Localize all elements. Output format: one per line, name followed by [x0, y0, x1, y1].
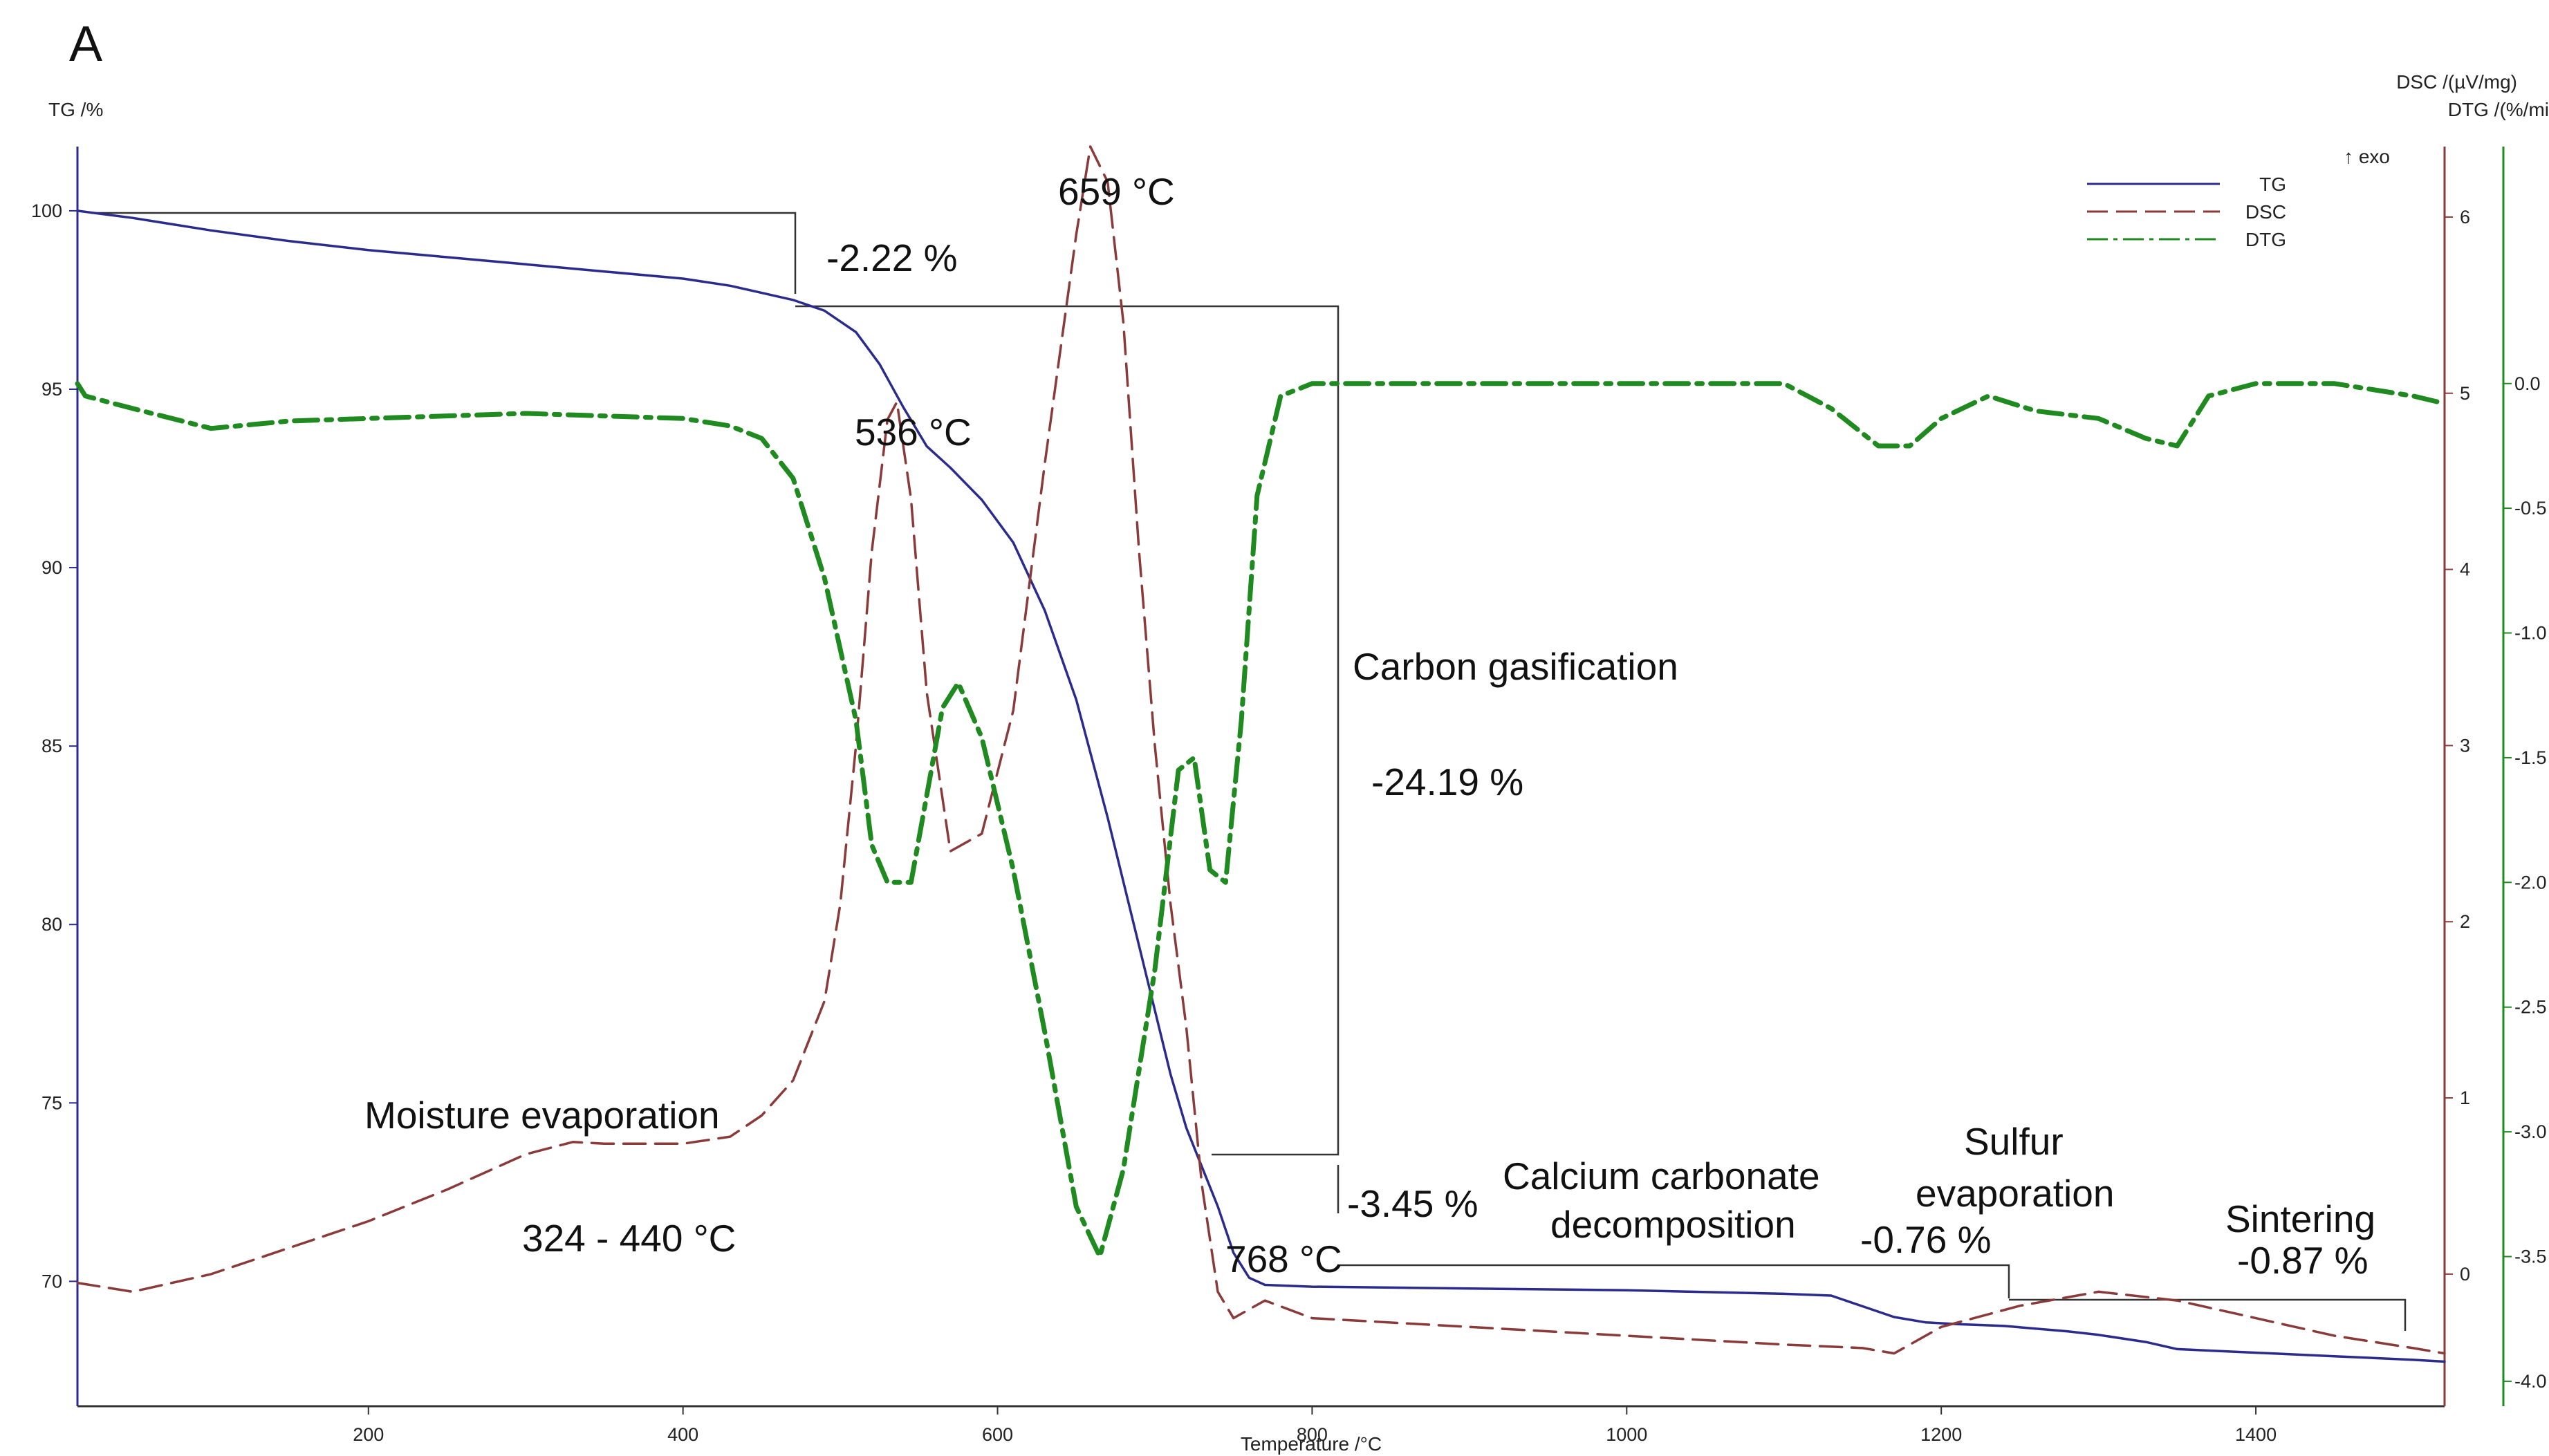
y-axis-title-tg: TG /% — [48, 99, 103, 120]
dtg-tick-label: -1.0 — [2514, 623, 2547, 644]
annotation-carbon-gasification: Carbon gasification — [1353, 645, 1678, 688]
exo-label: ↑ exo — [2344, 146, 2390, 167]
tg-tick-label: 75 — [41, 1092, 62, 1113]
y-ticks-tg: 100 95 90 85 80 75 70 — [31, 200, 77, 1291]
dtg-curve — [75, 381, 2447, 1259]
annotation-moisture-evaporation: Moisture evaporation — [364, 1094, 720, 1137]
annotation-mass-loss-24-19: -24.19 % — [1371, 760, 1523, 803]
dsc-tick-label: 0 — [2460, 1264, 2470, 1285]
annotation-moisture-range: 324 - 440 °C — [522, 1217, 736, 1260]
bracket-sintering — [2009, 1298, 2407, 1331]
annotation-sulfur: Sulfur — [1964, 1120, 2064, 1163]
series-layer — [75, 145, 2447, 1363]
panel-label: A — [69, 17, 102, 72]
dtg-tick-label: -2.5 — [2514, 997, 2547, 1018]
dsc-tick-label: 1 — [2460, 1088, 2470, 1108]
dtg-tick-label: -0.5 — [2514, 498, 2547, 519]
bracket-carbon — [795, 305, 1340, 1156]
step-brackets — [91, 212, 2407, 1331]
x-tick-label: 800 — [1297, 1424, 1328, 1445]
tg-tick-label: 95 — [41, 379, 62, 400]
x-tick-label: 400 — [667, 1424, 698, 1445]
tg-curve — [76, 209, 2446, 1363]
bracket-sulfur — [1338, 1264, 2010, 1298]
dsc-tick-label: 6 — [2460, 207, 2470, 227]
x-ticks: 200 400 600 800 1000 1200 1400 — [353, 1406, 2277, 1445]
y-axis-title-dtg: DTG /(%/mi — [2448, 99, 2549, 120]
bracket-moisture — [91, 212, 797, 294]
dtg-tick-label: 0.0 — [2514, 373, 2541, 394]
dtg-tick-label: -3.0 — [2514, 1121, 2547, 1142]
y-ticks-dsc: 6 5 4 3 2 1 0 — [2445, 207, 2470, 1285]
dsc-tick-label: 3 — [2460, 735, 2470, 756]
legend-label-dsc: DSC — [2245, 201, 2286, 223]
annotation-mass-loss-0-87: -0.87 % — [2237, 1239, 2369, 1282]
dtg-tick-label: -1.5 — [2514, 747, 2547, 768]
dsc-tick-label: 5 — [2460, 383, 2470, 404]
legend-label-tg: TG — [2259, 174, 2286, 195]
annotation-decomposition: decomposition — [1550, 1203, 1796, 1246]
annotation-mass-loss-3-45: -3.45 % — [1347, 1182, 1479, 1225]
dsc-tick-label: 4 — [2460, 559, 2470, 580]
annotation-dsc-peak-659: 659 °C — [1058, 170, 1175, 213]
legend-label-dtg: DTG — [2245, 229, 2286, 250]
annotation-evaporation: evaporation — [1916, 1172, 2114, 1215]
dtg-tick-label: -4.0 — [2514, 1371, 2547, 1392]
x-axis-title: Temperature /°C — [1241, 1433, 1382, 1455]
tg-tick-label: 90 — [41, 557, 62, 578]
annotation-sintering: Sintering — [2225, 1197, 2375, 1240]
dtg-tick-label: -3.5 — [2514, 1247, 2547, 1267]
x-tick-label: 1400 — [2235, 1424, 2277, 1445]
x-tick-label: 200 — [353, 1424, 384, 1445]
y-ticks-dtg: 0.0 -0.5 -1.0 -1.5 -2.0 -2.5 -3.0 -3.5 -4.0 — [2503, 373, 2547, 1392]
dsc-curve — [76, 145, 2446, 1355]
dsc-tick-label: 2 — [2460, 911, 2470, 932]
annotation-mass-loss-0-76: -0.76 % — [1860, 1218, 1992, 1261]
tg-tick-label: 80 — [41, 914, 62, 935]
x-tick-label: 600 — [982, 1424, 1013, 1445]
dtg-tick-label: -2.0 — [2514, 872, 2547, 893]
legend: TG DSC DTG — [2087, 174, 2286, 250]
annotation-peak-768: 768 °C — [1225, 1238, 1342, 1280]
x-tick-label: 1000 — [1606, 1424, 1647, 1445]
annotation-calcium-carbonate: Calcium carbonate — [1503, 1155, 1820, 1197]
tg-tick-label: 85 — [41, 736, 62, 756]
x-tick-label: 1200 — [1920, 1424, 1962, 1445]
y-axis-title-dsc: DSC /(µV/mg) — [2396, 71, 2517, 93]
annotation-mass-loss-2-22: -2.22 % — [826, 236, 958, 279]
annotation-dsc-peak-536: 536 °C — [855, 411, 972, 454]
tg-tick-label: 100 — [31, 200, 62, 221]
tg-tick-label: 70 — [41, 1271, 62, 1291]
annotations: 659 °C -2.22 % 536 °C Carbon gasificatio… — [364, 170, 2375, 1282]
